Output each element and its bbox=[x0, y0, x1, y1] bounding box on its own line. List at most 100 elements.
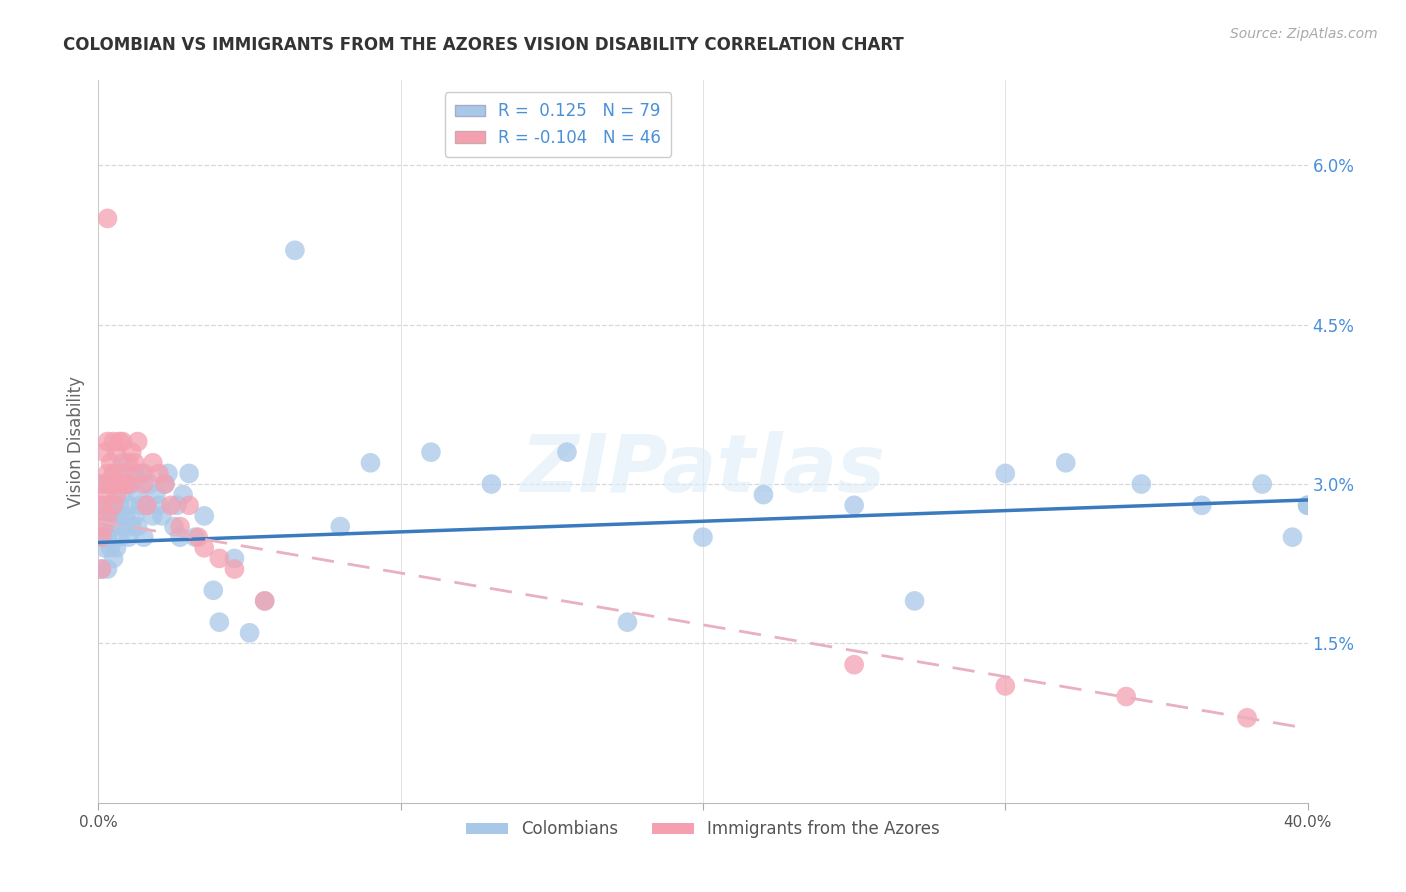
Point bbox=[93, 530, 115, 544]
Point bbox=[148, 467, 170, 481]
Point bbox=[148, 498, 170, 512]
Point bbox=[93, 508, 115, 523]
Point bbox=[132, 477, 155, 491]
Point bbox=[145, 488, 167, 502]
Point bbox=[111, 488, 134, 502]
Point bbox=[994, 467, 1017, 481]
Point bbox=[100, 477, 122, 491]
Point bbox=[1296, 498, 1319, 512]
Point bbox=[96, 467, 118, 481]
Point bbox=[96, 530, 118, 544]
Point bbox=[96, 508, 118, 523]
Point bbox=[153, 477, 176, 491]
Point bbox=[481, 477, 503, 491]
Point bbox=[132, 530, 155, 544]
Point bbox=[108, 467, 131, 481]
Point bbox=[96, 477, 118, 491]
Point bbox=[253, 594, 276, 608]
Point bbox=[105, 445, 128, 459]
Point bbox=[105, 541, 128, 555]
Point bbox=[208, 551, 231, 566]
Point bbox=[103, 498, 125, 512]
Point bbox=[124, 467, 146, 481]
Point bbox=[150, 508, 173, 523]
Point bbox=[100, 477, 122, 491]
Point bbox=[90, 530, 112, 544]
Point bbox=[93, 488, 115, 502]
Point bbox=[114, 508, 136, 523]
Point bbox=[90, 519, 112, 533]
Point bbox=[111, 519, 134, 533]
Legend: Colombians, Immigrants from the Azores: Colombians, Immigrants from the Azores bbox=[460, 814, 946, 845]
Point bbox=[103, 467, 125, 481]
Point bbox=[420, 445, 443, 459]
Point bbox=[616, 615, 638, 630]
Point bbox=[193, 508, 215, 523]
Point bbox=[139, 477, 162, 491]
Point bbox=[224, 562, 246, 576]
Point bbox=[142, 508, 165, 523]
Point bbox=[129, 498, 152, 512]
Point bbox=[93, 445, 115, 459]
Point bbox=[114, 477, 136, 491]
Point bbox=[90, 498, 112, 512]
Point bbox=[169, 530, 191, 544]
Point bbox=[153, 477, 176, 491]
Point bbox=[127, 434, 149, 449]
Point bbox=[96, 562, 118, 576]
Point bbox=[224, 551, 246, 566]
Point bbox=[193, 541, 215, 555]
Point bbox=[108, 498, 131, 512]
Point bbox=[124, 456, 146, 470]
Point bbox=[208, 615, 231, 630]
Point bbox=[96, 434, 118, 449]
Point bbox=[184, 530, 207, 544]
Point bbox=[118, 456, 141, 470]
Point bbox=[135, 498, 157, 512]
Point bbox=[118, 477, 141, 491]
Text: ZIPatlas: ZIPatlas bbox=[520, 432, 886, 509]
Point bbox=[179, 467, 201, 481]
Point bbox=[163, 519, 186, 533]
Point bbox=[179, 498, 201, 512]
Point bbox=[127, 488, 149, 502]
Point bbox=[844, 657, 866, 672]
Point bbox=[90, 562, 112, 576]
Point bbox=[121, 445, 143, 459]
Point bbox=[103, 467, 125, 481]
Point bbox=[93, 519, 115, 533]
Point bbox=[103, 519, 125, 533]
Point bbox=[187, 530, 209, 544]
Point bbox=[160, 498, 183, 512]
Point bbox=[93, 541, 115, 555]
Point bbox=[169, 519, 191, 533]
Point bbox=[142, 456, 165, 470]
Point bbox=[1115, 690, 1137, 704]
Text: Source: ZipAtlas.com: Source: ZipAtlas.com bbox=[1230, 27, 1378, 41]
Point bbox=[360, 456, 382, 470]
Point bbox=[103, 434, 125, 449]
Point bbox=[329, 519, 352, 533]
Point bbox=[284, 244, 307, 258]
Point bbox=[127, 519, 149, 533]
Point bbox=[1296, 498, 1319, 512]
Point bbox=[1130, 477, 1153, 491]
Point bbox=[108, 477, 131, 491]
Point bbox=[129, 467, 152, 481]
Point bbox=[111, 434, 134, 449]
Point bbox=[1191, 498, 1213, 512]
Point bbox=[121, 477, 143, 491]
Point bbox=[239, 625, 262, 640]
Point bbox=[156, 467, 179, 481]
Point bbox=[111, 456, 134, 470]
Point bbox=[90, 562, 112, 576]
Point bbox=[100, 508, 122, 523]
Point bbox=[100, 541, 122, 555]
Point bbox=[692, 530, 714, 544]
Point bbox=[103, 551, 125, 566]
Point bbox=[90, 477, 112, 491]
Point bbox=[100, 456, 122, 470]
Point bbox=[103, 498, 125, 512]
Point bbox=[105, 477, 128, 491]
Point bbox=[118, 530, 141, 544]
